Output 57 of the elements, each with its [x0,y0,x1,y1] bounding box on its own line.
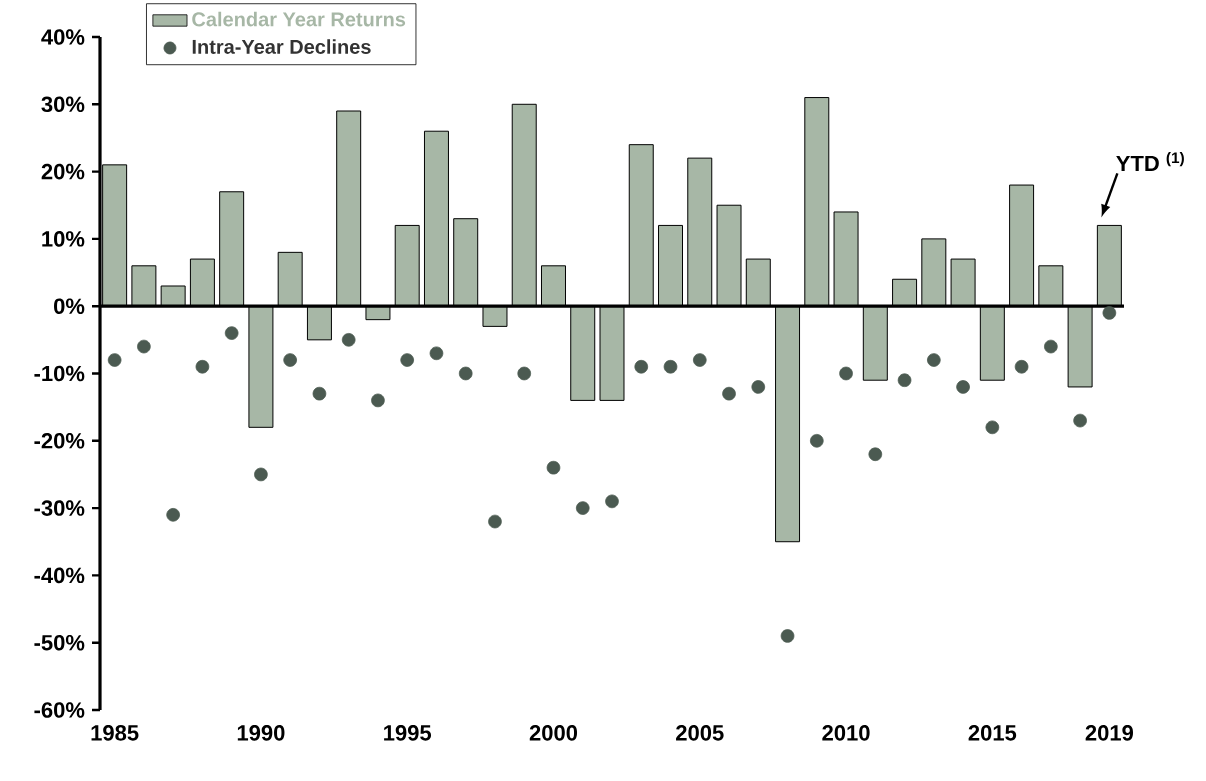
point [897,373,912,388]
point [224,326,239,340]
point [371,393,385,408]
point [634,359,649,374]
point [575,501,590,515]
point [458,366,473,381]
y-tick-label: -50% [34,634,85,651]
point [1102,306,1117,320]
x-tick-label: 2015 [968,725,1017,741]
point [254,467,268,482]
point [722,386,736,401]
point [166,508,180,522]
x-tick-label: 2005 [676,725,724,741]
y-tick-label: 30% [41,96,85,113]
y-tick-label: 20% [41,163,85,180]
y-tick-label: -30% [34,500,85,516]
y-tick-label: -10% [34,365,85,382]
point [1073,413,1087,428]
point [839,366,853,381]
point [137,339,151,354]
point [692,353,707,367]
point [546,460,561,475]
y-tick-label: 40% [41,29,85,45]
y-tick-label: -20% [34,433,85,449]
point [195,359,210,374]
x-tick-label: 1990 [237,725,285,741]
point [312,386,327,401]
annotation: YTD $^{(1)}$ [1116,151,1184,172]
x-tick-label: 2019 [1085,725,1134,741]
legend-label: Intra-Year Declines [192,39,371,54]
x-tick-label: 2000 [529,725,578,741]
point [927,353,941,367]
point [341,333,356,347]
point [107,353,122,367]
x-tick-label: 2010 [822,725,870,741]
point [1044,339,1058,354]
x-tick-label: 1985 [91,725,139,741]
point [868,447,883,462]
point [956,380,970,394]
legend-label: Calendar Year Returns [192,11,406,27]
point [751,380,766,394]
point [663,359,678,374]
point [400,353,414,367]
point [985,420,1000,435]
y-tick-label: 10% [42,231,85,247]
y-tick-label: -40% [34,567,85,584]
point [429,346,444,361]
point [1014,359,1029,374]
point [517,366,532,381]
point [780,629,795,643]
y-tick-label: 0% [54,298,85,314]
x-tick-label: 1995 [384,725,432,741]
point [605,494,619,509]
point [283,353,297,367]
y-tick-label: -60% [34,702,85,718]
point [488,514,502,529]
point [810,433,824,448]
